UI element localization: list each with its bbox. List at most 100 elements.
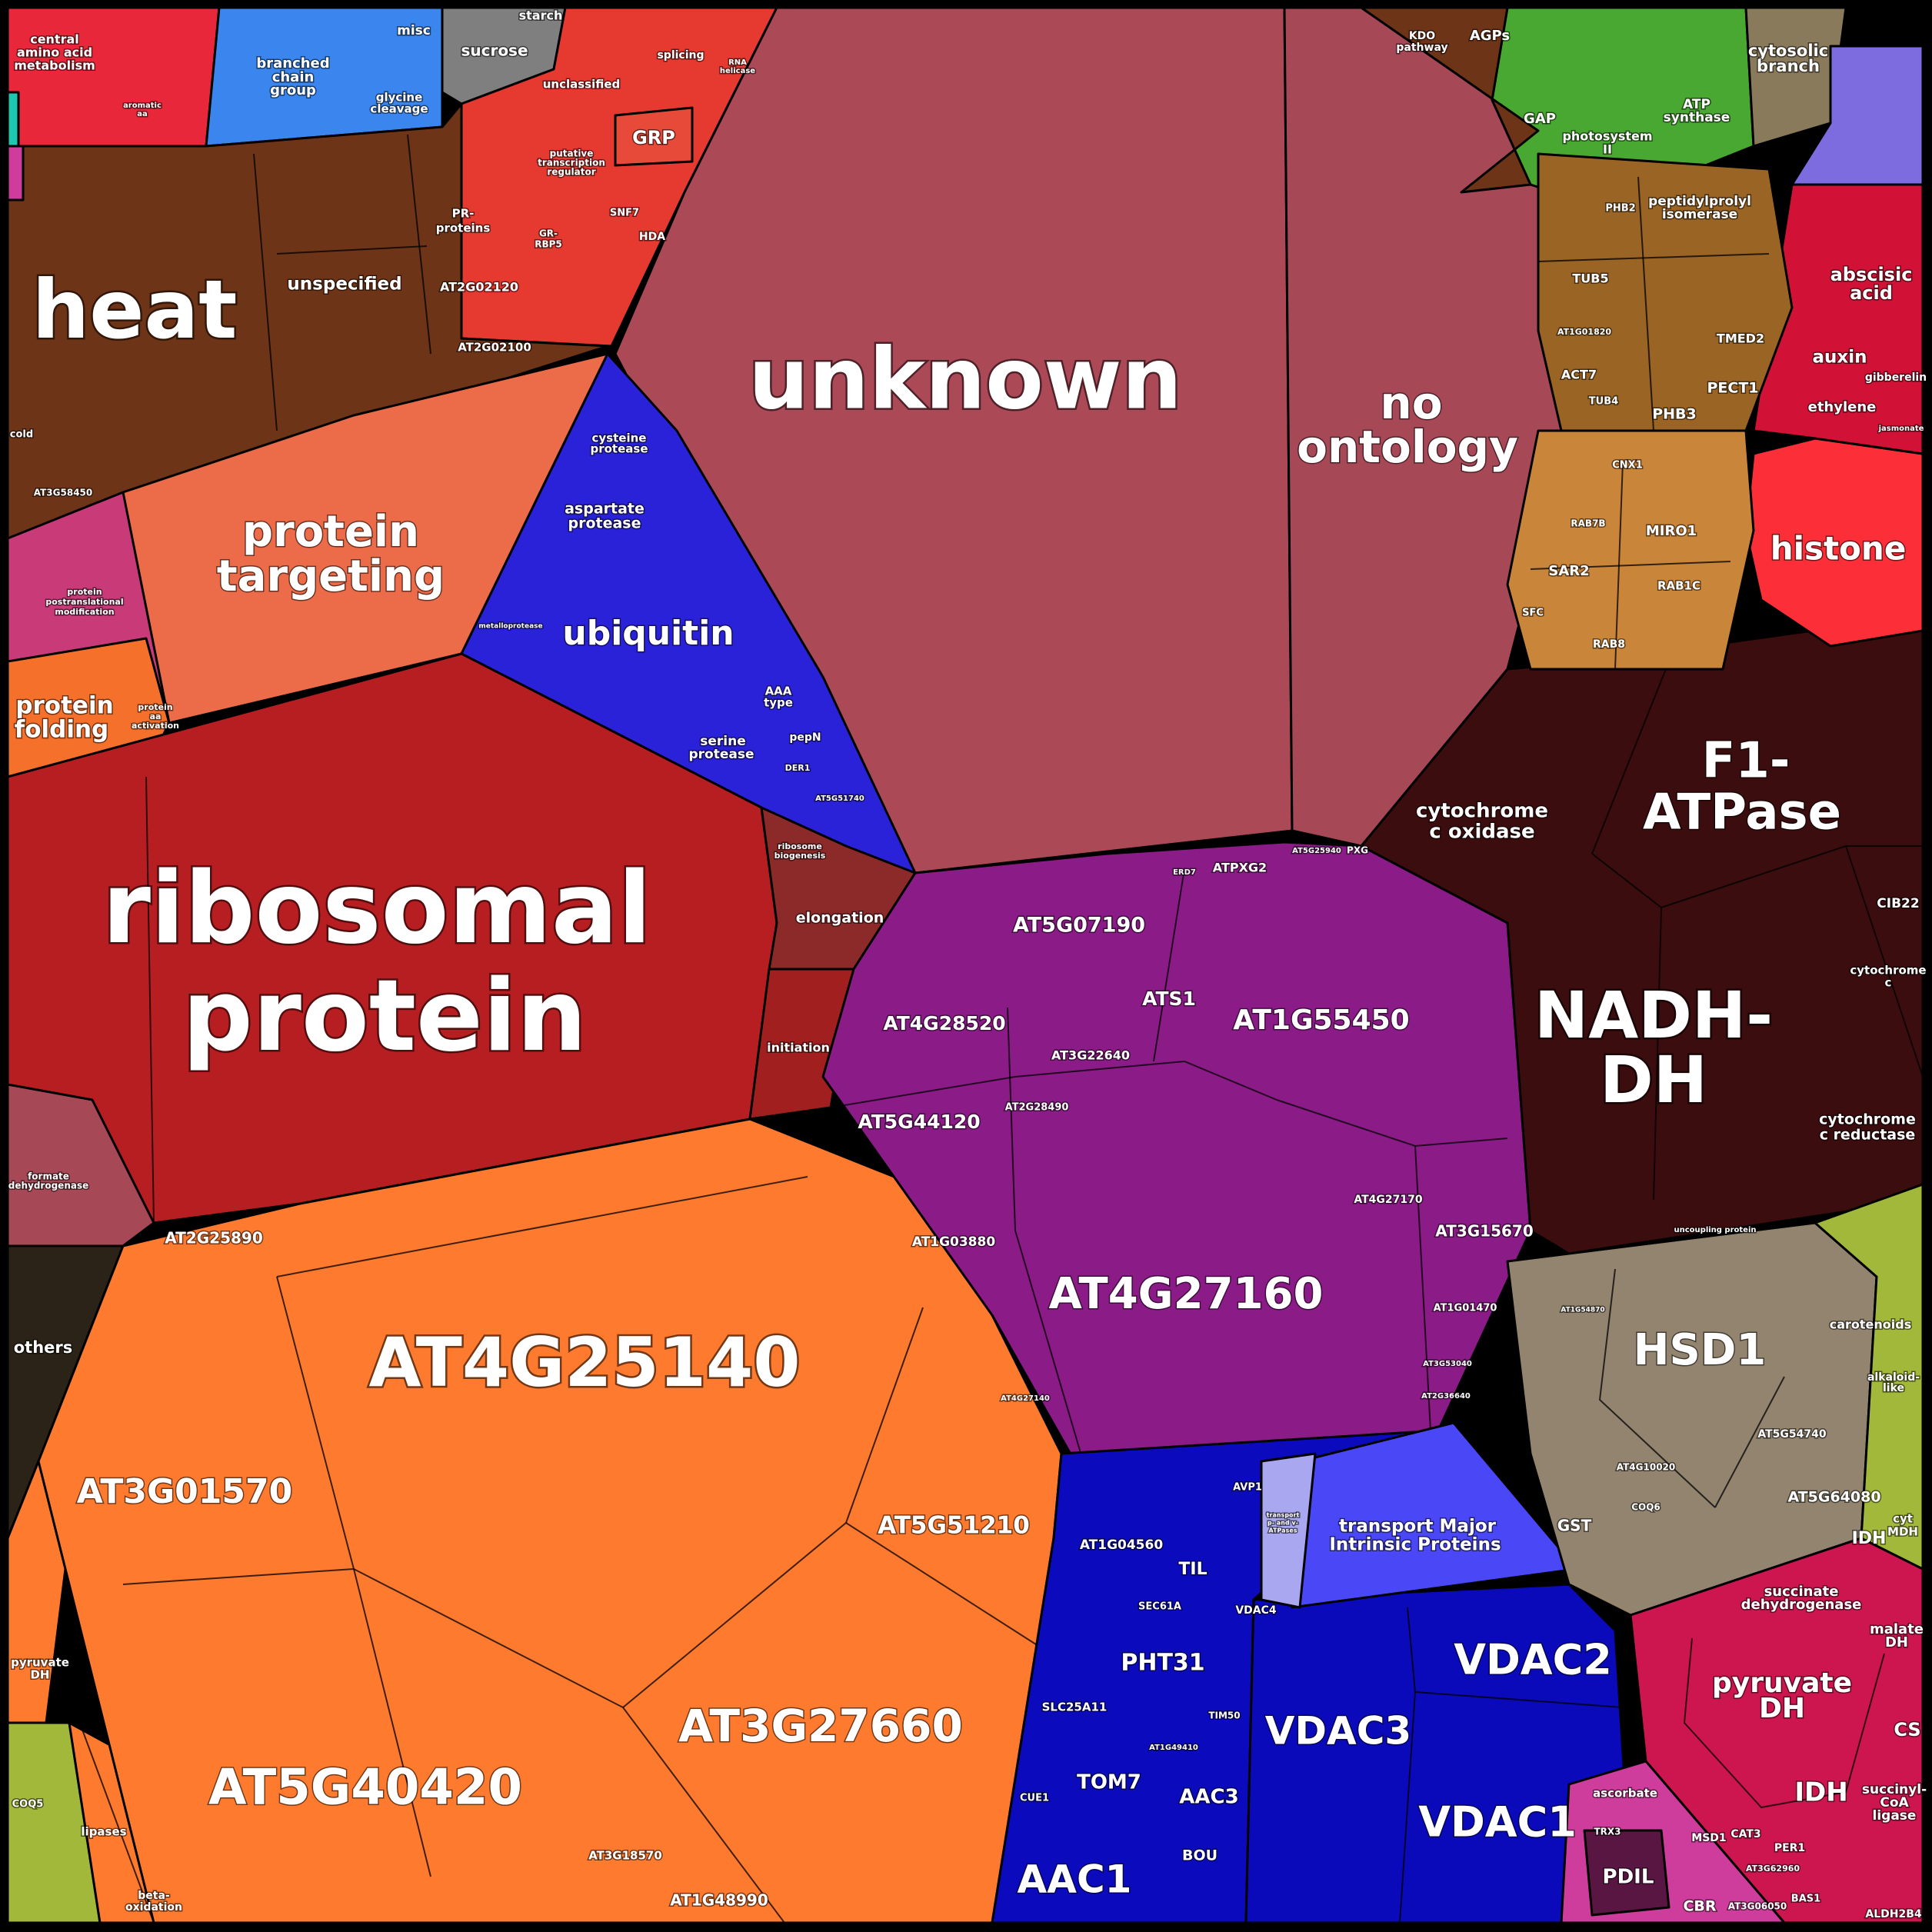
label-erd7: ERD7 bbox=[1173, 868, 1196, 877]
label-coq6: COQ6 bbox=[1631, 1502, 1661, 1513]
label-aldh2b4: ALDH2B4 bbox=[1865, 1908, 1922, 1920]
label-lipases: lipases bbox=[81, 1825, 126, 1839]
cell-grp[interactable] bbox=[614, 106, 694, 167]
label-central-1: central bbox=[30, 32, 79, 47]
label-at2g02100: AT2G02100 bbox=[458, 341, 531, 355]
cell-rab-group[interactable] bbox=[1506, 429, 1755, 671]
label-at2g25890: AT2G25890 bbox=[165, 1229, 262, 1247]
cell-central-amino-acid[interactable] bbox=[6, 6, 221, 148]
cell-purple-group[interactable] bbox=[821, 841, 1532, 1494]
cell-pink-left[interactable] bbox=[6, 145, 25, 202]
label-no-ontology-line2: ontology bbox=[1297, 421, 1518, 473]
label-til: TIL bbox=[1178, 1560, 1207, 1579]
label-jasmonate: jasmonate bbox=[1878, 425, 1924, 433]
label-grp: GRP bbox=[632, 127, 675, 148]
label-gr-rbp5-2: RBP5 bbox=[535, 239, 562, 250]
label-aromatic-1: aromatic bbox=[123, 102, 162, 110]
label-unknown: unknown bbox=[748, 329, 1182, 428]
label-aac3: AAC3 bbox=[1179, 1786, 1238, 1809]
cell-cyan-left[interactable] bbox=[6, 91, 20, 148]
label-sucrose: sucrose bbox=[461, 42, 528, 60]
label-cbr: CBR bbox=[1683, 1898, 1716, 1915]
label-cold: cold bbox=[10, 429, 33, 441]
cell-kdo-group[interactable] bbox=[1360, 6, 1540, 194]
cell-purple-right[interactable] bbox=[1790, 45, 1924, 186]
label-unspecified: unspecified bbox=[287, 275, 401, 295]
label-succinate-2: dehydrogenase bbox=[1741, 1597, 1862, 1613]
label-at3g62960: AT3G62960 bbox=[1746, 1864, 1800, 1874]
label-at4g27170: AT4G27170 bbox=[1354, 1194, 1422, 1206]
label-malate-dh-2: DH bbox=[1885, 1634, 1908, 1651]
label-cysteine-2: protease bbox=[590, 442, 648, 456]
label-sar2: SAR2 bbox=[1548, 563, 1589, 579]
label-gr-rbp5-1: GR- bbox=[539, 228, 558, 239]
cell-pdil[interactable] bbox=[1583, 1829, 1671, 1917]
label-succinyl-2: CoA bbox=[1880, 1795, 1909, 1810]
label-gibberelin: gibberelin bbox=[1865, 371, 1927, 384]
label-tim50: TIM50 bbox=[1208, 1710, 1240, 1721]
label-aromatic-2: aa bbox=[137, 110, 148, 118]
label-vdac4: VDAC4 bbox=[1235, 1604, 1277, 1617]
label-ribosome-biogenesis-1: ribosome bbox=[778, 841, 822, 851]
label-atp-synthase-1: ATP bbox=[1683, 97, 1710, 112]
label-vdac1: VDAC1 bbox=[1418, 1798, 1577, 1847]
label-at5g07190: AT5G07190 bbox=[1013, 914, 1145, 938]
label-splicing: splicing bbox=[657, 49, 704, 62]
label-beta-oxidation-2: oxidation bbox=[125, 1901, 182, 1914]
label-at1g49410: AT1G49410 bbox=[1149, 1744, 1198, 1752]
label-at3g18570: AT3G18570 bbox=[588, 1849, 662, 1863]
cell-formate-dh[interactable] bbox=[6, 1083, 155, 1247]
label-ethylene: ethylene bbox=[1808, 399, 1877, 415]
label-central-3: metabolism bbox=[14, 58, 95, 73]
label-at1g54870: AT1G54870 bbox=[1561, 1307, 1604, 1314]
label-f1-atpase-1: F1- bbox=[1702, 733, 1790, 790]
label-rab8: RAB8 bbox=[1593, 638, 1625, 651]
label-cyt-mdh-1: cyt bbox=[1893, 1512, 1913, 1526]
label-gap: GAP bbox=[1524, 111, 1556, 127]
label-transport-mip-2: Intrinsic Proteins bbox=[1329, 1535, 1501, 1555]
label-avp1: AVP1 bbox=[1233, 1482, 1262, 1494]
label-bas1: BAS1 bbox=[1791, 1894, 1820, 1905]
label-photosystem-ii-1: photosystem bbox=[1562, 129, 1652, 144]
label-bou: BOU bbox=[1182, 1847, 1217, 1864]
label-central-2: amino acid bbox=[17, 45, 92, 60]
label-pepn: pepN bbox=[789, 731, 821, 744]
label-branched-3: group bbox=[270, 82, 316, 98]
label-formate-2: dehydrogenase bbox=[8, 1181, 89, 1191]
cell-transport-atpases[interactable] bbox=[1260, 1452, 1317, 1609]
label-cnx1: CNX1 bbox=[1612, 460, 1643, 471]
label-miro1: MIRO1 bbox=[1646, 523, 1697, 539]
label-aspartate-1: aspartate bbox=[565, 501, 645, 518]
label-putative-1: putative bbox=[550, 148, 594, 159]
label-at5g25940: AT5G25940 bbox=[1292, 847, 1341, 855]
label-hda: HDA bbox=[639, 231, 665, 243]
label-vdac2: VDAC2 bbox=[1454, 1636, 1612, 1684]
label-protein-targeting-2: targeting bbox=[217, 551, 445, 601]
label-cytosolic-branch-1: cytosolic bbox=[1748, 42, 1828, 60]
label-putative-3: regulator bbox=[547, 167, 595, 178]
label-cs: CS bbox=[1894, 1719, 1920, 1740]
label-photosystem-ii-2: II bbox=[1603, 142, 1612, 157]
label-pyruvate-left-2: DH bbox=[30, 1668, 49, 1682]
label-aaa-1: AAA bbox=[765, 685, 792, 698]
label-succinate-1: succinate bbox=[1764, 1584, 1839, 1600]
label-at1g55450: AT1G55450 bbox=[1233, 1004, 1409, 1036]
label-cysteine-1: cysteine bbox=[592, 431, 647, 445]
label-at5g54740: AT5G54740 bbox=[1757, 1428, 1826, 1441]
label-pyruvate-dh-2: DH bbox=[1759, 1693, 1805, 1724]
label-uncoupling: uncoupling protein bbox=[1674, 1226, 1757, 1234]
label-putative-2: transcription bbox=[538, 158, 605, 168]
label-ribosomal-line1: ribosomal bbox=[102, 851, 651, 966]
label-cyt-mdh-2: MDH bbox=[1887, 1525, 1918, 1539]
label-postranslational-3: modification bbox=[55, 607, 114, 617]
label-auxin: auxin bbox=[1813, 348, 1867, 368]
label-at2g02120: AT2G02120 bbox=[440, 280, 518, 295]
label-pht31: PHT31 bbox=[1121, 1650, 1204, 1677]
label-ascorbate: ascorbate bbox=[1593, 1787, 1657, 1800]
cell-lipid-right[interactable] bbox=[1814, 1183, 1924, 1571]
label-idh: IDH bbox=[1794, 1777, 1847, 1808]
label-succinyl-1: succinyl- bbox=[1862, 1782, 1927, 1797]
label-phb2: PHB2 bbox=[1605, 203, 1635, 215]
label-aspartate-2: protease bbox=[568, 515, 641, 532]
